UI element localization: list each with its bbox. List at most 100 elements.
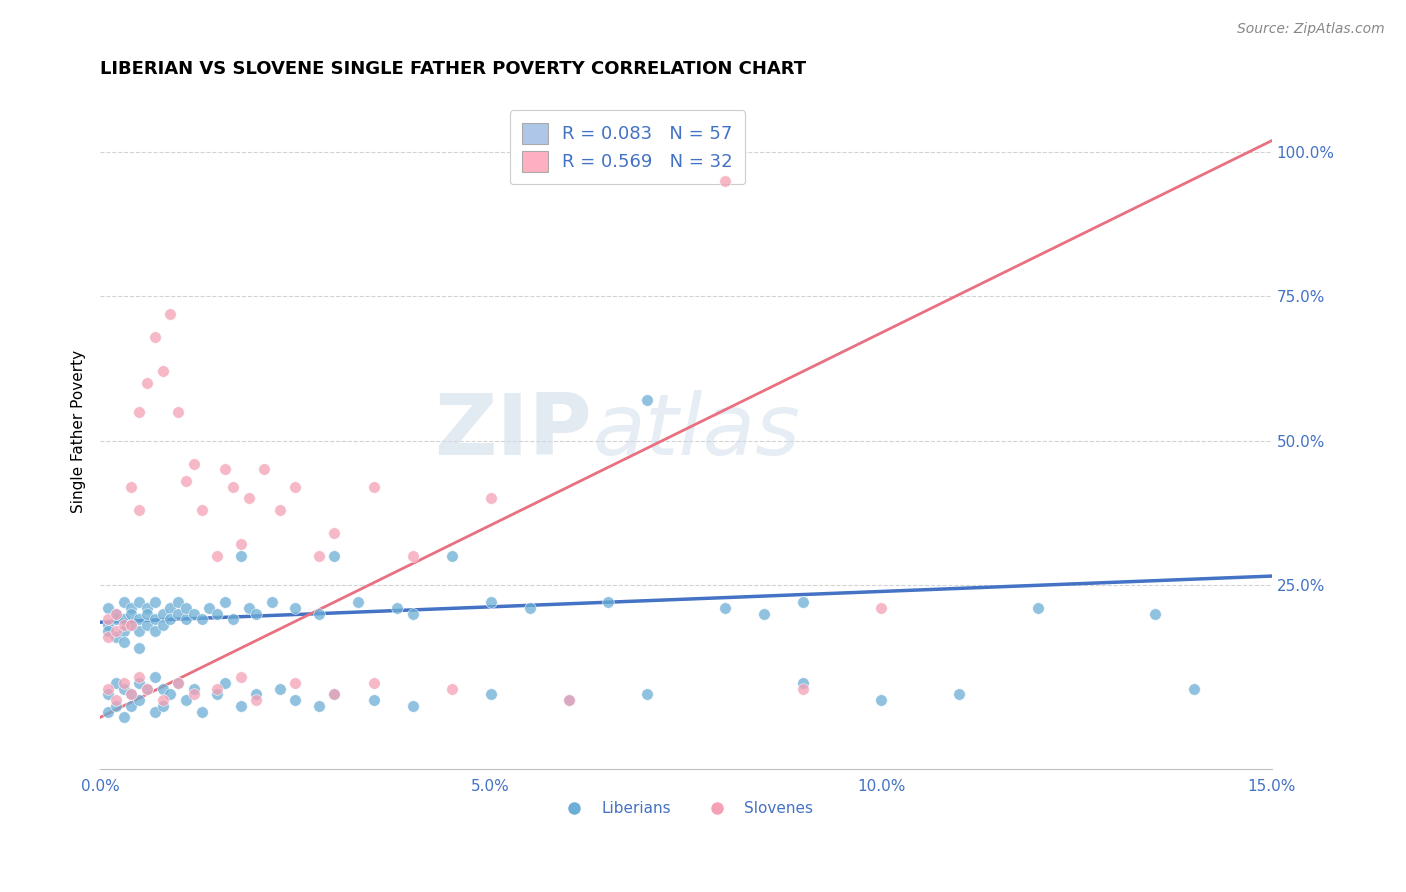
Point <box>714 174 737 188</box>
Point <box>440 681 463 696</box>
Point <box>385 600 408 615</box>
Point <box>284 480 307 494</box>
Point <box>97 630 120 644</box>
Point <box>120 618 142 632</box>
Point <box>104 607 127 621</box>
Point <box>363 693 385 707</box>
Point <box>222 480 245 494</box>
Point <box>401 698 423 713</box>
Point <box>128 641 150 656</box>
Point <box>190 612 212 626</box>
Point <box>1143 607 1166 621</box>
Point <box>104 624 127 638</box>
Point <box>152 693 174 707</box>
Point <box>284 600 307 615</box>
Point <box>440 549 463 563</box>
Point <box>120 698 142 713</box>
Point <box>143 612 166 626</box>
Point <box>323 687 346 701</box>
Point <box>752 607 775 621</box>
Point <box>308 607 330 621</box>
Point <box>97 600 120 615</box>
Point <box>120 687 142 701</box>
Text: atlas: atlas <box>592 391 800 474</box>
Point <box>174 693 197 707</box>
Point <box>174 612 197 626</box>
Point <box>112 681 135 696</box>
Point <box>128 405 150 419</box>
Point <box>152 618 174 632</box>
Point <box>120 618 142 632</box>
Point <box>269 681 291 696</box>
Point <box>174 474 197 488</box>
Point <box>238 491 260 506</box>
Point <box>479 687 502 701</box>
Point <box>104 612 127 626</box>
Point <box>104 675 127 690</box>
Point <box>183 687 205 701</box>
Point <box>128 624 150 638</box>
Point <box>183 607 205 621</box>
Point <box>596 595 619 609</box>
Legend: Liberians, Slovenes: Liberians, Slovenes <box>553 795 820 822</box>
Point <box>159 687 181 701</box>
Point <box>128 693 150 707</box>
Point <box>112 595 135 609</box>
Point <box>136 681 159 696</box>
Point <box>308 549 330 563</box>
Point <box>519 600 541 615</box>
Point <box>870 693 893 707</box>
Point <box>214 675 236 690</box>
Point <box>112 635 135 649</box>
Point <box>104 607 127 621</box>
Point <box>238 600 260 615</box>
Point <box>183 681 205 696</box>
Point <box>1182 681 1205 696</box>
Point <box>347 595 370 609</box>
Point <box>167 675 190 690</box>
Point <box>198 600 221 615</box>
Point <box>143 705 166 719</box>
Point <box>120 480 142 494</box>
Point <box>558 693 581 707</box>
Point <box>214 595 236 609</box>
Point <box>207 681 229 696</box>
Point <box>190 502 212 516</box>
Point <box>136 618 159 632</box>
Point <box>245 687 267 701</box>
Point <box>143 670 166 684</box>
Point <box>97 705 120 719</box>
Text: LIBERIAN VS SLOVENE SINGLE FATHER POVERTY CORRELATION CHART: LIBERIAN VS SLOVENE SINGLE FATHER POVERT… <box>100 60 806 78</box>
Point <box>229 537 252 551</box>
Text: Source: ZipAtlas.com: Source: ZipAtlas.com <box>1237 22 1385 37</box>
Point <box>104 630 127 644</box>
Point <box>792 595 814 609</box>
Point <box>120 607 142 621</box>
Point <box>714 600 737 615</box>
Point <box>97 612 120 626</box>
Point <box>401 607 423 621</box>
Point <box>104 698 127 713</box>
Point <box>112 618 135 632</box>
Point <box>636 687 658 701</box>
Point <box>128 612 150 626</box>
Point <box>112 710 135 724</box>
Point <box>229 549 252 563</box>
Point <box>948 687 970 701</box>
Point <box>792 675 814 690</box>
Point <box>190 705 212 719</box>
Point <box>167 405 190 419</box>
Point <box>97 681 120 696</box>
Point <box>97 687 120 701</box>
Point <box>120 687 142 701</box>
Point <box>183 457 205 471</box>
Point <box>323 549 346 563</box>
Point <box>363 480 385 494</box>
Point <box>143 624 166 638</box>
Point <box>128 670 150 684</box>
Point <box>143 329 166 343</box>
Point <box>229 670 252 684</box>
Point <box>363 675 385 690</box>
Point <box>167 607 190 621</box>
Point <box>97 618 120 632</box>
